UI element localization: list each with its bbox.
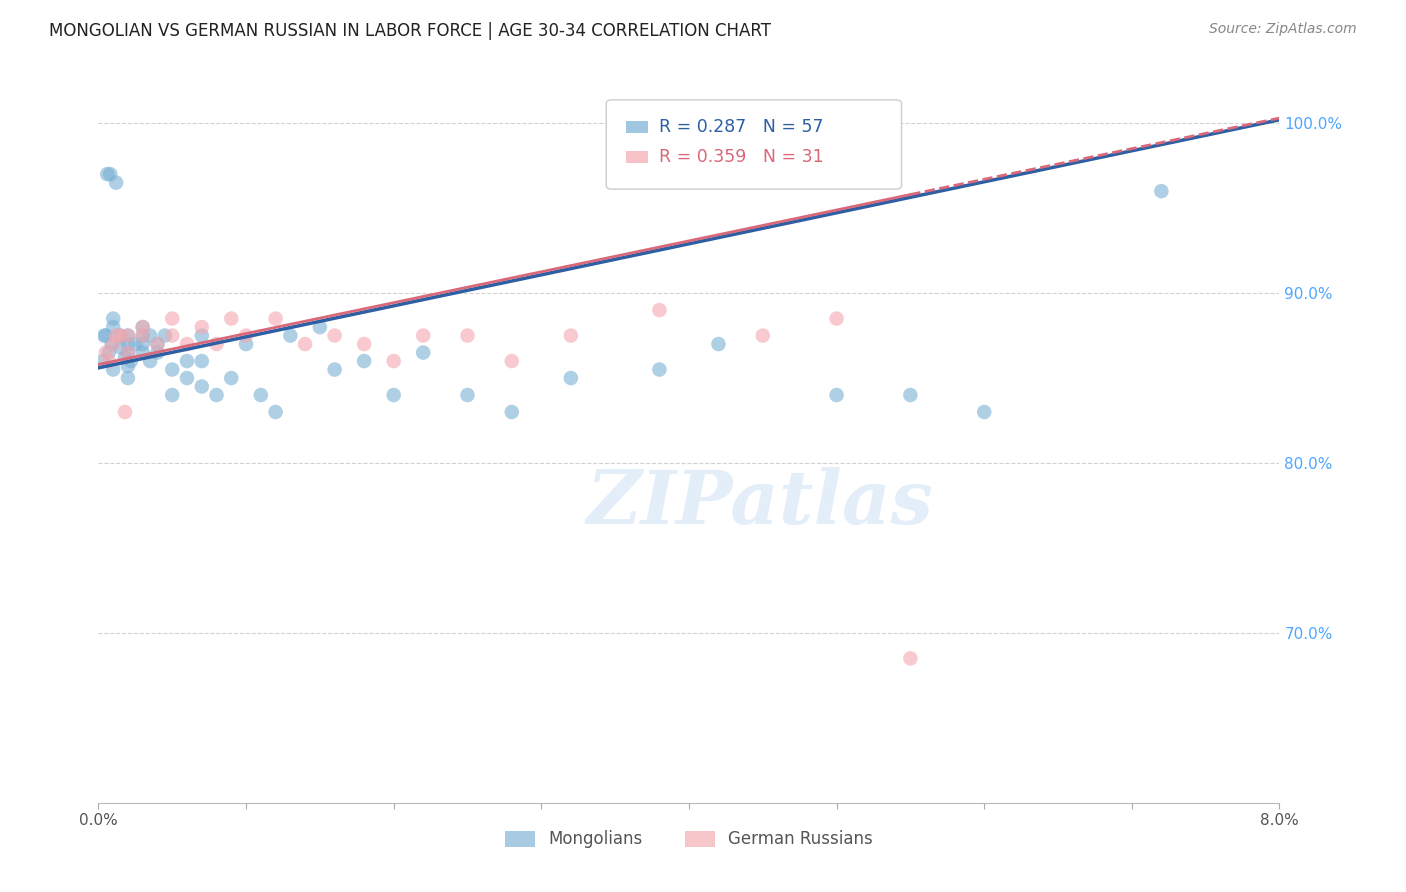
Point [132, 345, 155, 359]
Point [132, 328, 155, 343]
Point [146, 337, 169, 351]
Point [139, 354, 162, 368]
Point [117, 337, 139, 351]
Point [176, 371, 198, 385]
Point [176, 354, 198, 368]
Point [120, 354, 142, 368]
Point [162, 362, 183, 376]
Point [280, 328, 302, 343]
Point [501, 354, 523, 368]
Point [132, 320, 155, 334]
Point [139, 328, 162, 343]
Point [114, 351, 136, 365]
Text: ZIPatlas: ZIPatlas [586, 467, 934, 540]
Point [97, 345, 120, 359]
Point [103, 320, 125, 334]
Point [191, 320, 214, 334]
Point [323, 328, 346, 343]
Point [105, 328, 128, 343]
FancyBboxPatch shape [626, 151, 648, 163]
Point [117, 328, 139, 343]
Text: R = 0.359   N = 31: R = 0.359 N = 31 [659, 148, 824, 166]
Point [153, 328, 176, 343]
Point [205, 337, 228, 351]
Point [412, 345, 434, 359]
Point [191, 379, 214, 393]
Point [117, 328, 139, 343]
Point [146, 337, 169, 351]
Point [752, 328, 775, 343]
Point [825, 311, 848, 326]
Point [103, 311, 125, 326]
Legend: Mongolians, German Russians: Mongolians, German Russians [499, 824, 879, 855]
Point [235, 337, 257, 351]
Point [501, 405, 523, 419]
Point [117, 359, 139, 373]
Point [1150, 184, 1173, 198]
Text: R = 0.287   N = 57: R = 0.287 N = 57 [659, 118, 824, 136]
Point [382, 354, 405, 368]
Point [117, 371, 139, 385]
Point [117, 345, 139, 359]
Point [110, 328, 132, 343]
Point [221, 311, 243, 326]
Point [264, 405, 287, 419]
Point [132, 337, 155, 351]
Point [91, 354, 114, 368]
Point [110, 341, 132, 355]
Point [191, 354, 214, 368]
Point [146, 345, 169, 359]
Point [103, 337, 125, 351]
Point [382, 388, 405, 402]
Point [353, 354, 375, 368]
Point [132, 320, 155, 334]
Point [973, 405, 995, 419]
Point [648, 303, 671, 318]
Point [825, 388, 848, 402]
Point [162, 311, 183, 326]
Point [250, 388, 273, 402]
Point [205, 388, 228, 402]
Point [176, 337, 198, 351]
Point [648, 362, 671, 376]
Point [94, 328, 117, 343]
Point [117, 345, 139, 359]
Point [114, 405, 136, 419]
Point [191, 328, 214, 343]
Point [900, 388, 922, 402]
Point [900, 651, 922, 665]
Text: Source: ZipAtlas.com: Source: ZipAtlas.com [1209, 22, 1357, 37]
Text: MONGOLIAN VS GERMAN RUSSIAN IN LABOR FORCE | AGE 30-34 CORRELATION CHART: MONGOLIAN VS GERMAN RUSSIAN IN LABOR FOR… [49, 22, 772, 40]
Point [93, 328, 115, 343]
Point [221, 371, 243, 385]
Point [294, 337, 316, 351]
Point [560, 328, 582, 343]
Point [309, 320, 332, 334]
Point [105, 176, 128, 190]
Point [98, 167, 121, 181]
Point [94, 345, 117, 359]
Point [96, 167, 118, 181]
Point [412, 328, 434, 343]
FancyBboxPatch shape [626, 120, 648, 134]
Point [110, 328, 132, 343]
Point [100, 337, 122, 351]
Point [560, 371, 582, 385]
Point [707, 337, 730, 351]
Point [124, 337, 146, 351]
Point [235, 328, 257, 343]
Point [162, 328, 183, 343]
Point [97, 354, 120, 368]
Point [323, 362, 346, 376]
Point [457, 388, 479, 402]
Point [457, 328, 479, 343]
Point [103, 362, 125, 376]
Point [264, 311, 287, 326]
Point [162, 388, 183, 402]
FancyBboxPatch shape [606, 100, 901, 189]
Point [132, 328, 155, 343]
Point [353, 337, 375, 351]
